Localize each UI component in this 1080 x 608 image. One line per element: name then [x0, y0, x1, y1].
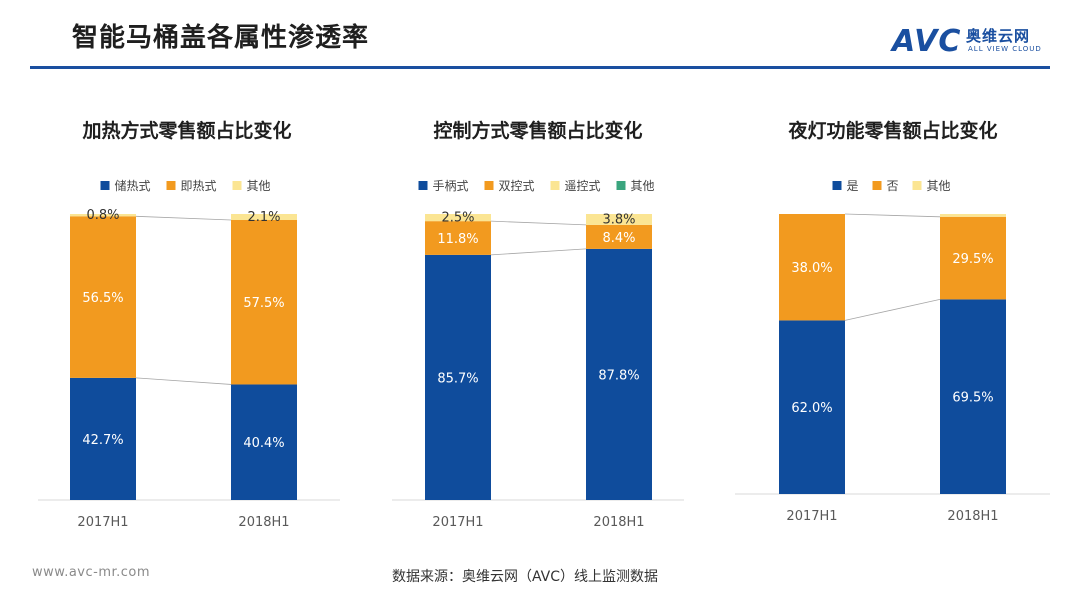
data-label: 3.8%: [602, 212, 635, 227]
data-label: 11.8%: [437, 232, 478, 247]
bar-segment: [70, 377, 136, 500]
category-label: 2017H1: [77, 515, 128, 530]
data-label: 42.7%: [82, 433, 123, 448]
series-connector: [135, 215, 232, 221]
legend-label: 遥控式: [565, 179, 601, 193]
bar-segment: [586, 214, 652, 225]
bar-segment: [425, 221, 491, 255]
legend-label: 手柄式: [433, 179, 469, 193]
bar-segment: [779, 214, 845, 321]
data-label: 87.8%: [598, 368, 639, 383]
legend-label: 其他: [631, 179, 655, 193]
logo-wordmark: AVC: [892, 24, 962, 59]
data-label: 38.0%: [791, 261, 832, 276]
legend-label: 其他: [247, 179, 271, 193]
bar-segment: [425, 254, 491, 500]
legend-swatch: [912, 181, 922, 190]
data-label: 0.8%: [86, 208, 119, 223]
data-label: 57.5%: [243, 296, 284, 311]
series-connector: [490, 220, 587, 226]
data-label: 2.5%: [441, 211, 474, 226]
legend-swatch: [100, 181, 110, 190]
legend-swatch: [832, 181, 842, 190]
data-label: 8.4%: [602, 231, 635, 246]
category-label: 2018H1: [238, 515, 289, 530]
bar-segment: [779, 320, 845, 494]
series-connector: [844, 299, 941, 321]
legend-label: 其他: [927, 179, 951, 193]
legend-swatch: [166, 181, 176, 190]
avc-logo: AVC 奥维云网 ALL VIEW CLOUD: [892, 24, 1052, 60]
series-connector: [490, 248, 587, 256]
series-connector: [844, 213, 941, 218]
footer-data-source: 数据来源：奥维云网（AVC）线上监测数据: [392, 569, 659, 585]
legend-swatch: [418, 181, 428, 190]
logo-chinese-name: 奥维云网: [966, 27, 1031, 45]
footer-website: www.avc-mr.com: [32, 565, 151, 580]
bar-segment: [231, 220, 297, 385]
bar-segment: [231, 214, 297, 221]
bar-segment: [425, 214, 491, 222]
data-label: 40.4%: [243, 436, 284, 451]
bar-segment: [70, 216, 136, 378]
data-label: 56.5%: [82, 291, 123, 306]
legend-swatch: [550, 181, 560, 190]
data-label: 69.5%: [952, 391, 993, 406]
logo-english-name: ALL VIEW CLOUD: [968, 45, 1042, 53]
chart-title: 加热方式零售额占比变化: [81, 119, 291, 142]
legend-swatch: [484, 181, 494, 190]
bar-segment: [70, 214, 136, 217]
title-divider: [30, 66, 1050, 69]
legend-label: 储热式: [115, 178, 151, 193]
category-label: 2017H1: [786, 509, 837, 524]
data-label: 62.0%: [791, 401, 832, 416]
chart-title: 控制方式零售额占比变化: [433, 119, 642, 142]
bar-segment: [586, 248, 652, 500]
legend-label: 否: [887, 179, 899, 193]
bar-segment: [586, 224, 652, 249]
category-label: 2017H1: [432, 515, 483, 530]
bar-segment: [940, 216, 1006, 300]
legend-label: 双控式: [499, 179, 535, 193]
bar-segment: [231, 384, 297, 500]
chart-title: 夜灯功能零售额占比变化: [787, 119, 997, 142]
legend-label: 是: [847, 179, 859, 193]
series-connector: [135, 377, 232, 385]
legend-swatch: [232, 181, 242, 190]
bar-segment: [940, 214, 1006, 217]
legend-label: 即热式: [181, 179, 217, 193]
bar-segment: [940, 299, 1006, 494]
data-label: 85.7%: [437, 371, 478, 386]
legend-swatch: [616, 181, 626, 190]
legend-swatch: [872, 181, 882, 190]
category-label: 2018H1: [947, 509, 998, 524]
page-title: 智能马桶盖各属性渗透率: [72, 23, 370, 53]
data-label: 2.1%: [247, 210, 280, 225]
data-label: 29.5%: [952, 252, 993, 267]
category-label: 2018H1: [593, 515, 644, 530]
